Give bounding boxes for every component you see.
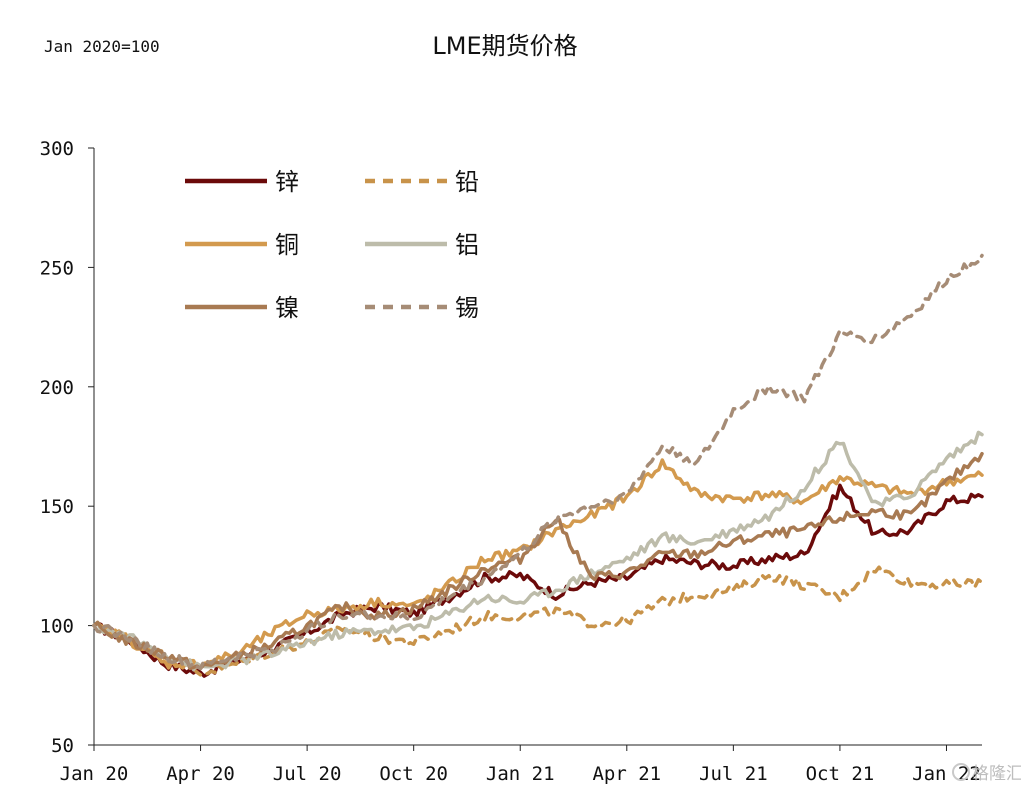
chart-subtitle: Jan 2020=100: [44, 37, 160, 56]
x-tick-label: Oct 20: [379, 763, 448, 785]
x-tick-label: Jan 22: [912, 763, 981, 785]
legend-label: 锡: [455, 294, 479, 322]
y-tick-label: 300: [40, 138, 74, 160]
y-tick-label: 150: [40, 496, 74, 518]
legend-label: 铅: [455, 168, 479, 196]
legend-label: 锌: [275, 168, 299, 196]
y-tick-label: 50: [51, 735, 74, 757]
y-axis-ticks: 300 250 200 150 100 50: [40, 138, 94, 757]
series-line: [92, 253, 984, 671]
chart-title: LME期货价格: [432, 32, 577, 60]
x-tick-label: Jul 20: [273, 763, 342, 785]
legend-label: 铝: [455, 231, 479, 259]
series-line: [92, 430, 984, 672]
watermark-logo-icon: [952, 763, 970, 781]
x-tick-label: Jan 20: [60, 763, 129, 785]
series-line: [92, 565, 984, 677]
series-layer: [92, 253, 984, 678]
series-line: [92, 458, 984, 670]
y-tick-label: 100: [40, 616, 74, 638]
watermark: 格隆汇: [952, 763, 1021, 784]
legend-label: 铜: [275, 231, 299, 259]
x-tick-label: Apr 21: [592, 763, 661, 785]
series-line: [92, 451, 984, 671]
y-tick-label: 200: [40, 377, 74, 399]
watermark-text: 格隆汇: [972, 764, 1021, 784]
x-tick-label: Apr 20: [166, 763, 235, 785]
x-axis-ticks: Jan 20 Apr 20 Jul 20 Oct 20 Jan 21 Apr 21 Jul …: [60, 745, 981, 785]
legend-label: 镍: [275, 294, 299, 322]
y-tick-label: 250: [40, 257, 74, 279]
legend: 锌 铅铜 铝镍 锡: [185, 168, 479, 322]
x-tick-label: Jan 21: [486, 763, 555, 785]
x-tick-label: Jul 21: [699, 763, 768, 785]
x-tick-label: Oct 21: [806, 763, 875, 785]
